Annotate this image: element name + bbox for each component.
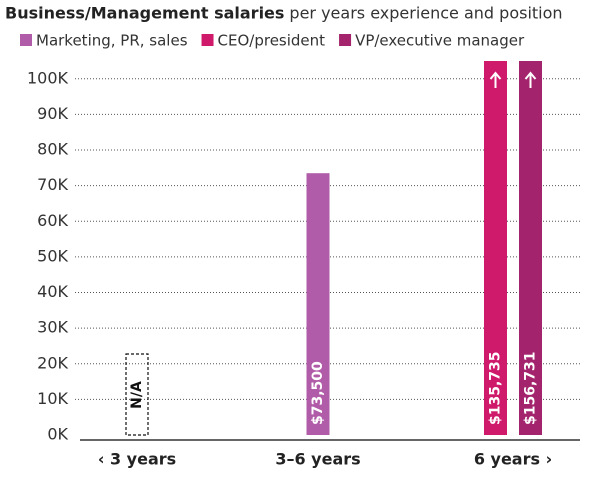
legend-swatch: [20, 34, 32, 46]
y-tick-label: 100K: [27, 68, 69, 87]
y-tick-label: 40K: [37, 282, 68, 301]
chart-title: Business/Management salaries: [5, 4, 284, 23]
y-tick-label: 60K: [37, 211, 68, 230]
y-tick-label: 10K: [37, 389, 68, 408]
bar: [306, 173, 330, 435]
y-tick-label: 0K: [47, 425, 68, 444]
bars: [306, 61, 542, 436]
value-label: $73,500: [310, 361, 326, 425]
na-label: N/A: [129, 381, 145, 409]
legend-label: VP/executive manager: [355, 32, 525, 50]
y-tick-label: 70K: [37, 175, 68, 194]
y-tick-label: 20K: [37, 353, 68, 372]
y-tick-label: 50K: [37, 246, 68, 265]
na-box: [125, 353, 149, 436]
value-label: $135,735: [488, 351, 504, 425]
bar: [484, 61, 507, 436]
legend-label: CEO/president: [218, 32, 326, 50]
overflow-arrow: [524, 71, 537, 88]
x-tick-label: ‹ 3 years: [98, 450, 176, 469]
x-tick-label: 3–6 years: [275, 450, 360, 469]
legend-swatch: [339, 34, 352, 46]
value-label: $156,731: [523, 351, 539, 425]
y-tick-label: 80K: [37, 140, 68, 159]
overflow-arrow: [489, 71, 502, 88]
chart-subtitle: per years experience and position: [289, 4, 562, 23]
bar: [519, 61, 542, 436]
legend-label: Marketing, PR, sales: [36, 32, 188, 50]
y-tick-label: 90K: [37, 104, 68, 123]
x-tick-label: 6 years ›: [474, 450, 552, 469]
y-tick-label: 30K: [37, 318, 68, 337]
legend-swatch: [201, 34, 214, 46]
